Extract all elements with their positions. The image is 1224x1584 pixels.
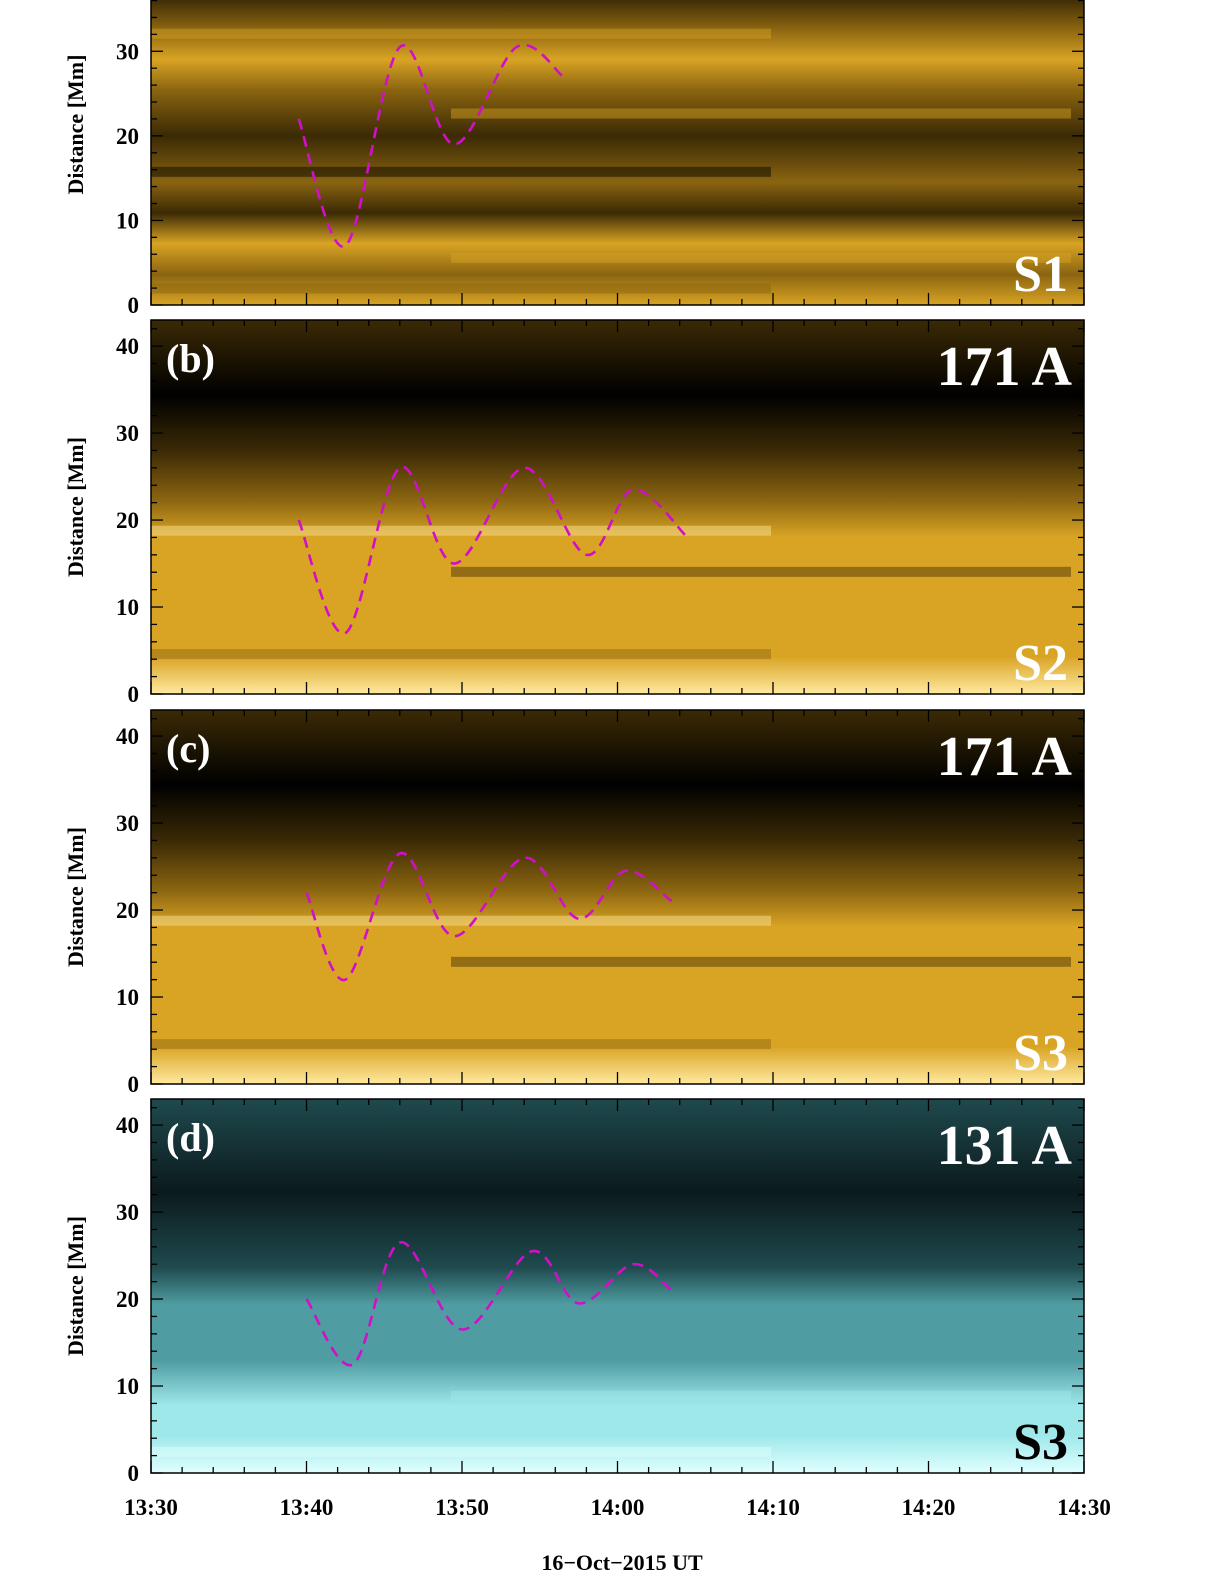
y-tick-label: 30 (116, 811, 139, 836)
heatmap-image (151, 0, 1084, 305)
panel-3: 0 10 20 30 40 Distance [Mm] (c) 171 A S3 (63, 709, 1085, 1097)
x-tick-label: 13:30 (124, 1495, 178, 1520)
wavelength-label: 131 A (937, 1115, 1073, 1177)
intensity-streak (151, 283, 771, 294)
wavelength-label: 171 A (937, 336, 1073, 398)
intensity-streak (451, 108, 1071, 119)
heatmap-image (151, 710, 1084, 1084)
slit-label: S2 (1013, 635, 1068, 692)
intensity-streak (151, 28, 771, 39)
fit-curve-series (305, 1241, 673, 1367)
x-axis: 16−Oct−2015 UT 13:30 13:40 13:50 14:00 14:10… (124, 1495, 1111, 1575)
x-tick-label: 14:20 (902, 1495, 956, 1520)
x-tick-label: 13:40 (280, 1495, 334, 1520)
slit-label: S3 (1013, 1414, 1068, 1471)
slit-label: S3 (1013, 1025, 1068, 1082)
intensity-streak (151, 1446, 771, 1457)
y-tick-label: 20 (116, 1287, 139, 1312)
y-tick-label: 20 (116, 898, 139, 923)
heatmap-image (151, 320, 1084, 694)
y-tick-label: 40 (116, 724, 139, 749)
intensity-streak (151, 525, 771, 536)
wavelength-label: 171 A (937, 726, 1073, 788)
y-tick-label: 30 (116, 1200, 139, 1225)
y-tick-label: 0 (128, 1072, 140, 1097)
y-tick-label: 0 (128, 682, 140, 707)
intensity-streak (451, 956, 1071, 967)
intensity-streak (451, 252, 1071, 263)
heatmap-image (151, 1099, 1084, 1473)
intensity-streak (451, 566, 1071, 577)
intensity-streak (151, 649, 771, 660)
panel-letter: (c) (166, 726, 210, 771)
x-tick-label: 14:10 (746, 1495, 800, 1520)
y-tick-label: 0 (128, 293, 140, 318)
y-tick-label: 20 (116, 508, 139, 533)
x-tick-label: 14:00 (591, 1495, 645, 1520)
y-tick-label: 10 (116, 985, 139, 1010)
heatmap-background (151, 710, 1084, 1084)
intensity-streak (151, 166, 771, 177)
y-tick-label: 0 (128, 1461, 140, 1486)
panel-2: 0 10 20 30 40 Distance [Mm] (b) 171 A S2 (63, 319, 1085, 707)
intensity-streak (151, 915, 771, 926)
y-tick-label: 40 (116, 1113, 139, 1138)
heatmap-background (151, 1099, 1084, 1473)
y-axis-title: Distance [Mm] (63, 1216, 88, 1356)
panel-letter: (b) (166, 336, 215, 381)
panel-4: 0 10 20 30 40 Distance [Mm] (d) 131 A S3 (63, 1098, 1085, 1486)
y-tick-label: 10 (116, 208, 139, 233)
panel-1: 0 10 20 30 Distance [Mm] S1 (63, 0, 1085, 318)
y-tick-label: 20 (116, 124, 139, 149)
fit-curve-series (297, 43, 564, 248)
slit-label: S1 (1013, 246, 1068, 303)
intensity-streak (151, 1039, 771, 1050)
y-tick-label: 40 (116, 334, 139, 359)
y-tick-label: 10 (116, 595, 139, 620)
y-tick-label: 30 (116, 421, 139, 446)
intensity-streak (451, 1390, 1071, 1401)
x-tick-label: 14:30 (1057, 1495, 1111, 1520)
y-axis-title: Distance [Mm] (63, 55, 88, 195)
x-tick-label: 13:50 (435, 1495, 489, 1520)
panel-letter: (d) (166, 1115, 215, 1160)
x-axis-title: 16−Oct−2015 UT (541, 1550, 703, 1575)
y-axis-title: Distance [Mm] (63, 437, 88, 577)
y-axis-title: Distance [Mm] (63, 827, 88, 967)
heatmap-background (151, 0, 1084, 305)
y-tick-label: 10 (116, 1374, 139, 1399)
fit-curve-series (297, 465, 689, 635)
y-tick-label: 30 (116, 39, 139, 64)
